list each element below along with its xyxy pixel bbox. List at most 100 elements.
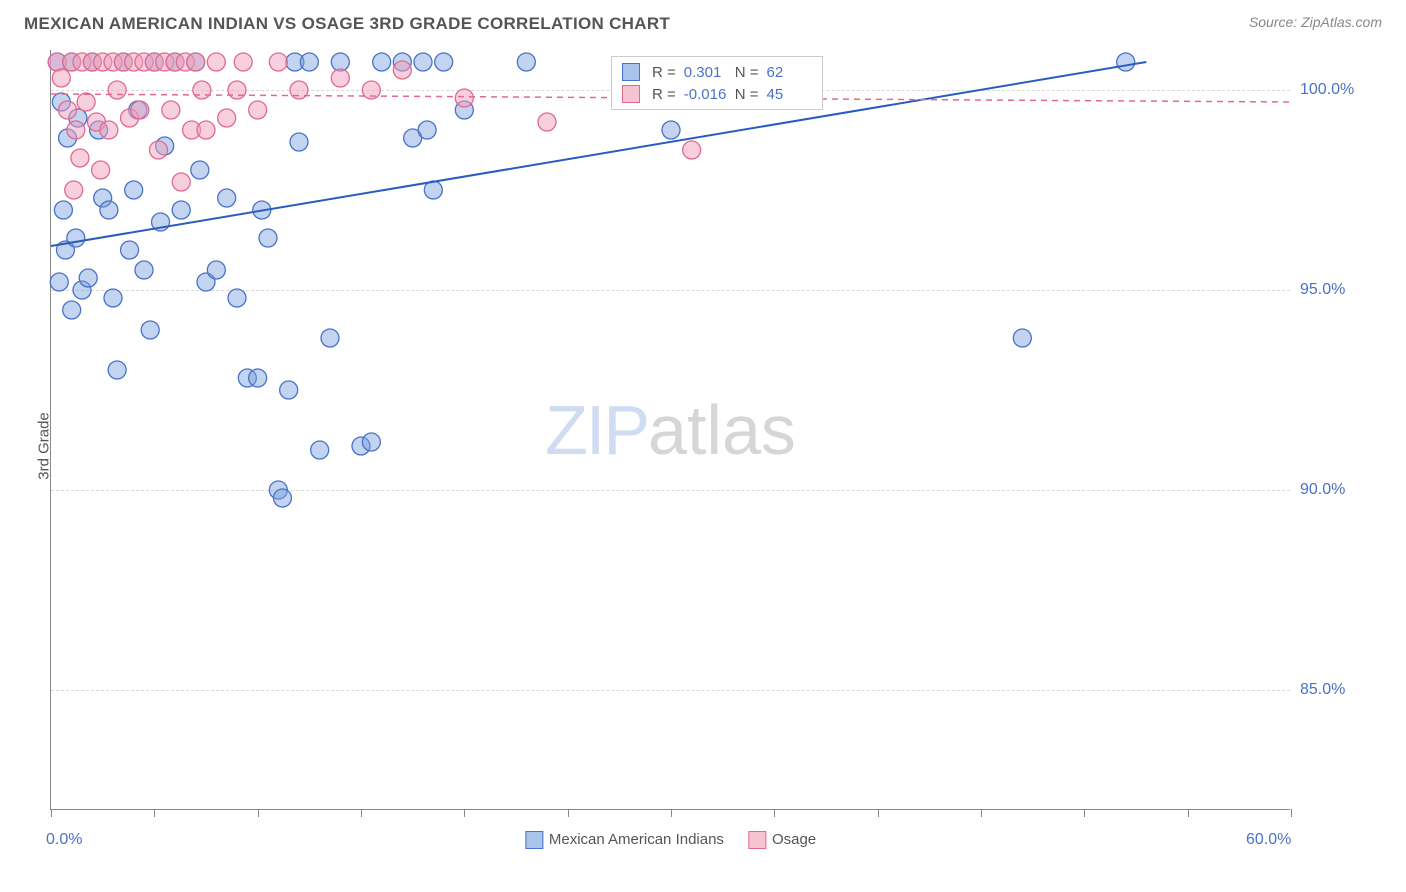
x-tick — [774, 809, 775, 817]
source-label: Source: ZipAtlas.com — [1249, 14, 1382, 30]
scatter-point — [65, 181, 83, 199]
scatter-point — [92, 161, 110, 179]
y-tick-label: 85.0% — [1300, 681, 1370, 699]
legend-swatch — [525, 831, 543, 849]
scatter-point — [259, 229, 277, 247]
scatter-point — [218, 109, 236, 127]
scatter-point — [311, 441, 329, 459]
scatter-point — [435, 53, 453, 71]
x-tick — [1188, 809, 1189, 817]
scatter-point — [63, 301, 81, 319]
scatter-point — [50, 273, 68, 291]
y-tick-label: 90.0% — [1300, 481, 1370, 499]
x-axis-label: 0.0% — [46, 831, 82, 849]
x-tick — [51, 809, 52, 817]
chart-title: MEXICAN AMERICAN INDIAN VS OSAGE 3RD GRA… — [24, 14, 670, 34]
scatter-point — [77, 93, 95, 111]
scatter-point — [149, 141, 167, 159]
x-tick — [258, 809, 259, 817]
scatter-point — [104, 289, 122, 307]
scatter-point — [67, 121, 85, 139]
scatter-point — [79, 269, 97, 287]
x-tick — [464, 809, 465, 817]
legend-label: Mexican American Indians — [549, 831, 724, 848]
legend-item: Mexican American Indians — [525, 831, 724, 849]
scatter-point — [249, 101, 267, 119]
r-value: 0.301 — [684, 64, 729, 81]
scatter-point — [321, 329, 339, 347]
scatter-point — [67, 229, 85, 247]
x-axis-label: 60.0% — [1246, 831, 1291, 849]
scatter-point — [300, 53, 318, 71]
plot-area: ZIPatlas R =0.301N =62R =-0.016N =45 Mex… — [50, 50, 1290, 810]
scatter-point — [218, 189, 236, 207]
scatter-point — [108, 81, 126, 99]
legend-item: Osage — [748, 831, 816, 849]
scatter-point — [517, 53, 535, 71]
scatter-point — [172, 173, 190, 191]
scatter-point — [71, 149, 89, 167]
scatter-point — [141, 321, 159, 339]
scatter-point — [207, 53, 225, 71]
r-label: R = — [652, 86, 676, 103]
scatter-point — [125, 181, 143, 199]
x-tick — [154, 809, 155, 817]
correlation-legend: R = 0.301 N = 62 R = -0.016 N = 45 — [611, 56, 823, 110]
x-tick — [878, 809, 879, 817]
scatter-point — [228, 289, 246, 307]
scatter-point — [191, 161, 209, 179]
scatter-point — [108, 361, 126, 379]
legend-row: R = -0.016 N = 45 — [622, 85, 812, 103]
scatter-point — [373, 53, 391, 71]
scatter-point — [249, 369, 267, 387]
n-label: N = — [735, 64, 759, 81]
scatter-point — [131, 101, 149, 119]
scatter-point — [135, 261, 153, 279]
legend-label: Osage — [772, 831, 816, 848]
scatter-point — [207, 261, 225, 279]
y-tick-label: 95.0% — [1300, 281, 1370, 299]
scatter-point — [193, 81, 211, 99]
scatter-point — [54, 201, 72, 219]
scatter-point — [290, 133, 308, 151]
scatter-point — [273, 489, 291, 507]
r-value: -0.016 — [684, 86, 729, 103]
scatter-point — [234, 53, 252, 71]
x-tick — [1291, 809, 1292, 817]
scatter-point — [393, 61, 411, 79]
scatter-point — [100, 201, 118, 219]
scatter-point — [162, 101, 180, 119]
n-value: 45 — [767, 86, 812, 103]
scatter-point — [100, 121, 118, 139]
legend-row: R = 0.301 N = 62 — [622, 63, 812, 81]
scatter-point — [331, 69, 349, 87]
trend-line — [51, 62, 1146, 246]
x-tick — [1084, 809, 1085, 817]
x-tick — [981, 809, 982, 817]
scatter-point — [59, 101, 77, 119]
r-label: R = — [652, 64, 676, 81]
scatter-point — [121, 241, 139, 259]
scatter-svg — [51, 50, 1290, 809]
scatter-point — [331, 53, 349, 71]
n-label: N = — [735, 86, 759, 103]
legend-swatch — [748, 831, 766, 849]
scatter-point — [362, 433, 380, 451]
scatter-point — [197, 121, 215, 139]
scatter-point — [52, 69, 70, 87]
scatter-point — [280, 381, 298, 399]
y-tick-label: 100.0% — [1300, 81, 1370, 99]
n-value: 62 — [767, 64, 812, 81]
scatter-point — [187, 53, 205, 71]
x-tick — [568, 809, 569, 817]
scatter-point — [662, 121, 680, 139]
legend-swatch — [622, 63, 640, 81]
scatter-point — [683, 141, 701, 159]
scatter-point — [1117, 53, 1135, 71]
scatter-point — [418, 121, 436, 139]
scatter-point — [269, 53, 287, 71]
legend-swatch — [622, 85, 640, 103]
scatter-point — [538, 113, 556, 131]
scatter-point — [172, 201, 190, 219]
series-legend: Mexican American Indians Osage — [525, 831, 816, 849]
